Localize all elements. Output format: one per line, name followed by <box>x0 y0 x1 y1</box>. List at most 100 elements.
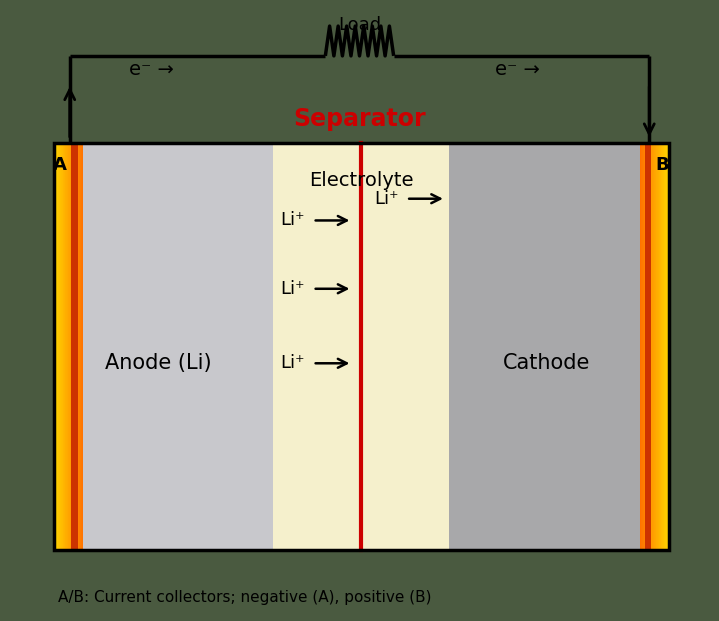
Bar <box>65 143 67 550</box>
Bar <box>57 143 58 550</box>
Text: A/B: Current collectors; negative (A), positive (B): A/B: Current collectors; negative (A), p… <box>58 591 431 605</box>
Bar <box>63 143 65 550</box>
Bar <box>656 143 657 550</box>
Bar <box>63 143 64 550</box>
Text: B: B <box>656 156 669 173</box>
Bar <box>651 143 652 550</box>
Bar <box>654 143 655 550</box>
Bar <box>82 143 83 550</box>
Text: Anode (Li): Anode (Li) <box>105 353 211 373</box>
Bar <box>73 143 74 550</box>
Bar <box>55 143 56 550</box>
Bar <box>58 143 60 550</box>
Bar <box>647 143 649 550</box>
Bar <box>660 143 661 550</box>
Bar <box>79 143 81 550</box>
Text: Li⁺: Li⁺ <box>374 190 398 207</box>
Bar <box>58 143 59 550</box>
Bar <box>666 143 667 550</box>
Text: Li⁺: Li⁺ <box>280 212 305 229</box>
Bar <box>68 143 70 550</box>
Bar <box>54 143 273 550</box>
Bar <box>649 143 651 550</box>
Bar <box>649 143 650 550</box>
Bar <box>663 143 664 550</box>
Bar <box>644 143 646 550</box>
Bar <box>75 143 77 550</box>
Bar <box>66 143 68 550</box>
Bar <box>75 143 76 550</box>
Bar <box>662 143 664 550</box>
Bar <box>643 143 644 550</box>
Text: A: A <box>52 156 67 173</box>
Bar <box>640 143 641 550</box>
Bar <box>60 143 61 550</box>
Bar <box>61 143 63 550</box>
Bar <box>55 143 57 550</box>
Bar <box>65 143 66 550</box>
Bar <box>69 143 70 550</box>
Bar <box>76 143 78 550</box>
Bar <box>659 143 660 550</box>
Bar <box>665 143 667 550</box>
Bar <box>652 143 654 550</box>
Bar <box>71 143 73 550</box>
Text: Cathode: Cathode <box>503 353 590 373</box>
Bar <box>77 143 78 550</box>
Bar <box>73 143 75 550</box>
Bar <box>642 143 644 550</box>
Bar <box>654 143 656 550</box>
Bar <box>68 143 69 550</box>
Bar <box>661 143 663 550</box>
Bar <box>641 143 643 550</box>
Text: Separator: Separator <box>293 107 426 131</box>
Bar <box>646 143 647 550</box>
Text: Li⁺: Li⁺ <box>280 355 305 372</box>
Bar <box>648 143 649 550</box>
Bar <box>657 143 659 550</box>
Bar <box>62 143 63 550</box>
Bar <box>646 143 648 550</box>
Bar <box>64 143 65 550</box>
Text: e⁻ →: e⁻ → <box>495 60 540 79</box>
Bar <box>650 143 651 550</box>
Bar <box>655 143 656 550</box>
Bar <box>54 143 669 550</box>
Bar <box>658 143 659 550</box>
Bar <box>667 143 668 550</box>
Bar <box>74 143 75 550</box>
Text: e⁻ →: e⁻ → <box>129 60 173 79</box>
Bar <box>656 143 658 550</box>
Bar <box>273 143 449 550</box>
Bar <box>81 143 83 550</box>
Bar <box>667 143 669 550</box>
Bar <box>644 143 645 550</box>
Bar <box>651 143 653 550</box>
Bar <box>659 143 661 550</box>
Bar <box>78 143 79 550</box>
Bar <box>645 143 651 550</box>
Bar <box>653 143 654 550</box>
Bar <box>641 143 642 550</box>
Bar <box>80 143 81 550</box>
Bar <box>645 143 646 550</box>
Bar <box>60 143 62 550</box>
Text: Li⁺: Li⁺ <box>280 280 305 297</box>
Bar <box>72 143 73 550</box>
Bar <box>668 143 669 550</box>
Bar <box>81 143 82 550</box>
Bar <box>661 143 662 550</box>
Bar <box>664 143 665 550</box>
Bar <box>71 143 78 550</box>
Bar <box>70 143 71 550</box>
Text: Load: Load <box>338 16 381 34</box>
Text: Electrolyte: Electrolyte <box>308 171 413 189</box>
Bar <box>78 143 80 550</box>
Bar <box>664 143 666 550</box>
Bar <box>70 143 72 550</box>
Bar <box>56 143 58 550</box>
Bar <box>59 143 60 550</box>
Bar <box>67 143 68 550</box>
Bar <box>449 143 669 550</box>
Bar <box>54 143 55 550</box>
